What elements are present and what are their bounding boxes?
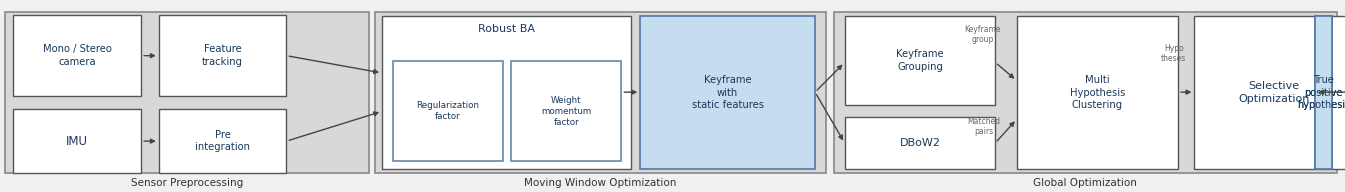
FancyBboxPatch shape xyxy=(1315,16,1332,169)
FancyBboxPatch shape xyxy=(159,15,286,96)
FancyBboxPatch shape xyxy=(1017,16,1178,169)
Text: Sensor Preprocessing: Sensor Preprocessing xyxy=(130,178,243,188)
Text: Global Optimization: Global Optimization xyxy=(1033,178,1138,188)
Text: Regularization
factor: Regularization factor xyxy=(417,101,479,121)
Text: DBoW2: DBoW2 xyxy=(900,138,940,148)
FancyBboxPatch shape xyxy=(1194,16,1345,169)
Text: Keyframe
group: Keyframe group xyxy=(964,25,1001,44)
Text: True
positive
hypothesis: True positive hypothesis xyxy=(1297,75,1345,110)
FancyBboxPatch shape xyxy=(845,16,995,105)
FancyBboxPatch shape xyxy=(511,61,621,161)
FancyBboxPatch shape xyxy=(1315,16,1332,169)
FancyBboxPatch shape xyxy=(13,109,141,173)
Text: Hypo
theses: Hypo theses xyxy=(1161,44,1186,64)
Text: Selective
Optimization: Selective Optimization xyxy=(1237,81,1310,104)
Text: Moving Window Optimization: Moving Window Optimization xyxy=(525,178,677,188)
FancyBboxPatch shape xyxy=(13,15,141,96)
FancyBboxPatch shape xyxy=(159,109,286,173)
Text: Mono / Stereo
camera: Mono / Stereo camera xyxy=(43,45,112,67)
Text: Keyframe
with
static features: Keyframe with static features xyxy=(691,75,764,110)
Text: Robust BA: Robust BA xyxy=(477,24,535,34)
Text: Feature
tracking: Feature tracking xyxy=(202,45,243,67)
FancyBboxPatch shape xyxy=(5,12,369,173)
Text: IMU: IMU xyxy=(66,135,89,148)
Text: Keyframe
Grouping: Keyframe Grouping xyxy=(896,49,944,72)
FancyBboxPatch shape xyxy=(393,61,503,161)
Text: Multi
Hypothesis
Clustering: Multi Hypothesis Clustering xyxy=(1069,75,1126,110)
FancyBboxPatch shape xyxy=(834,12,1337,173)
Text: True
positive
hypothesis: True positive hypothesis xyxy=(1297,75,1345,110)
FancyBboxPatch shape xyxy=(382,16,631,169)
FancyBboxPatch shape xyxy=(375,12,826,173)
Text: Pre
integration: Pre integration xyxy=(195,130,250,152)
Text: Weight
momentum
factor: Weight momentum factor xyxy=(541,96,592,127)
FancyBboxPatch shape xyxy=(640,16,815,169)
FancyBboxPatch shape xyxy=(845,117,995,169)
Text: Matched
pairs: Matched pairs xyxy=(967,117,1001,137)
